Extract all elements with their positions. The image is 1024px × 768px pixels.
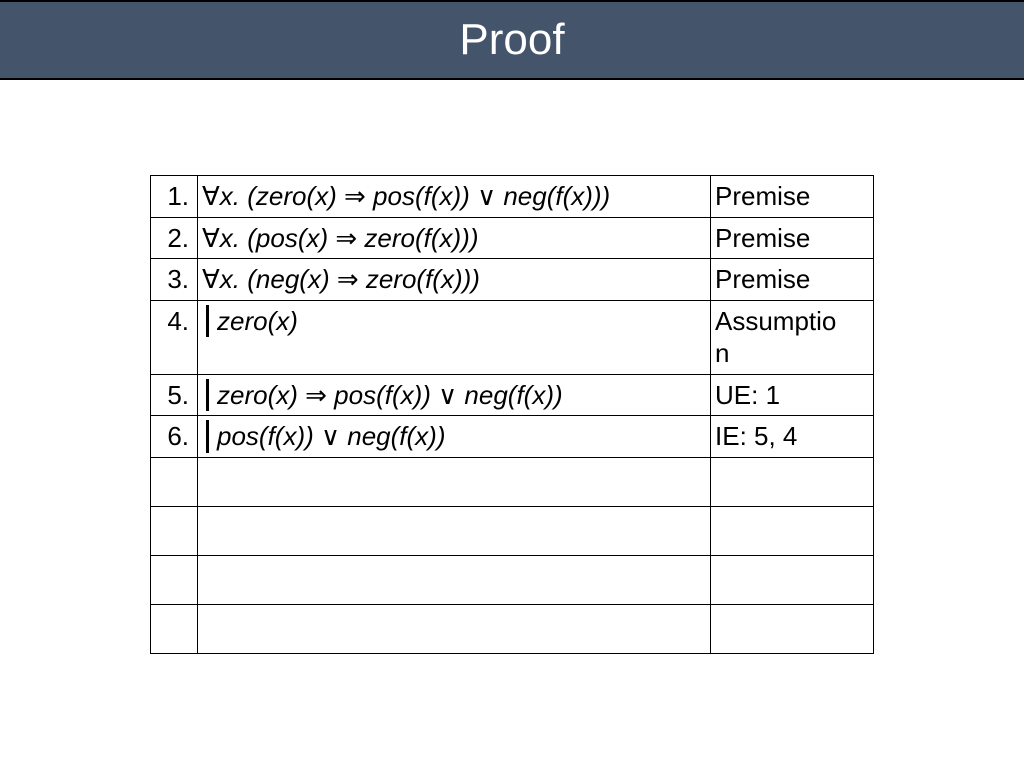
step-number: 2. (151, 217, 198, 259)
proof-row: 2.∀x. (pos(x) ⇒ zero(f(x)))Premise (151, 217, 874, 259)
step-justification: Premise (711, 217, 874, 259)
empty-cell (151, 555, 198, 604)
empty-cell (151, 457, 198, 506)
empty-cell (151, 506, 198, 555)
empty-cell (198, 506, 711, 555)
slide: Proof 1.∀x. (zero(x) ⇒ pos(f(x)) ∨ neg(f… (0, 0, 1024, 768)
empty-cell (198, 604, 711, 653)
step-justification: Premise (711, 259, 874, 301)
proof-row-empty (151, 506, 874, 555)
step-justification: UE: 1 (711, 374, 874, 416)
proof-row: 5.zero(x) ⇒ pos(f(x)) ∨ neg(f(x))UE: 1 (151, 374, 874, 416)
empty-cell (711, 555, 874, 604)
step-formula: pos(f(x)) ∨ neg(f(x)) (198, 416, 711, 458)
empty-cell (711, 604, 874, 653)
step-formula: ∀x. (pos(x) ⇒ zero(f(x))) (198, 217, 711, 259)
proof-row: 4.zero(x)Assumption (151, 300, 874, 374)
title-bar: Proof (0, 0, 1024, 80)
step-number: 3. (151, 259, 198, 301)
step-formula: ∀x. (zero(x) ⇒ pos(f(x)) ∨ neg(f(x))) (198, 176, 711, 218)
step-formula: zero(x) (198, 300, 711, 374)
slide-title: Proof (459, 15, 564, 65)
step-formula: ∀x. (neg(x) ⇒ zero(f(x))) (198, 259, 711, 301)
step-number: 6. (151, 416, 198, 458)
empty-cell (151, 604, 198, 653)
step-number: 4. (151, 300, 198, 374)
proof-row: 3.∀x. (neg(x) ⇒ zero(f(x)))Premise (151, 259, 874, 301)
step-number: 5. (151, 374, 198, 416)
empty-cell (198, 457, 711, 506)
step-justification: IE: 5, 4 (711, 416, 874, 458)
step-justification: Premise (711, 176, 874, 218)
proof-row-empty (151, 457, 874, 506)
empty-cell (711, 506, 874, 555)
empty-cell (711, 457, 874, 506)
proof-row: 6.pos(f(x)) ∨ neg(f(x))IE: 5, 4 (151, 416, 874, 458)
proof-row: 1.∀x. (zero(x) ⇒ pos(f(x)) ∨ neg(f(x)))P… (151, 176, 874, 218)
proof-row-empty (151, 555, 874, 604)
empty-cell (198, 555, 711, 604)
proof-table: 1.∀x. (zero(x) ⇒ pos(f(x)) ∨ neg(f(x)))P… (150, 175, 874, 654)
step-justification: Assumption (711, 300, 874, 374)
step-formula: zero(x) ⇒ pos(f(x)) ∨ neg(f(x)) (198, 374, 711, 416)
step-number: 1. (151, 176, 198, 218)
proof-row-empty (151, 604, 874, 653)
